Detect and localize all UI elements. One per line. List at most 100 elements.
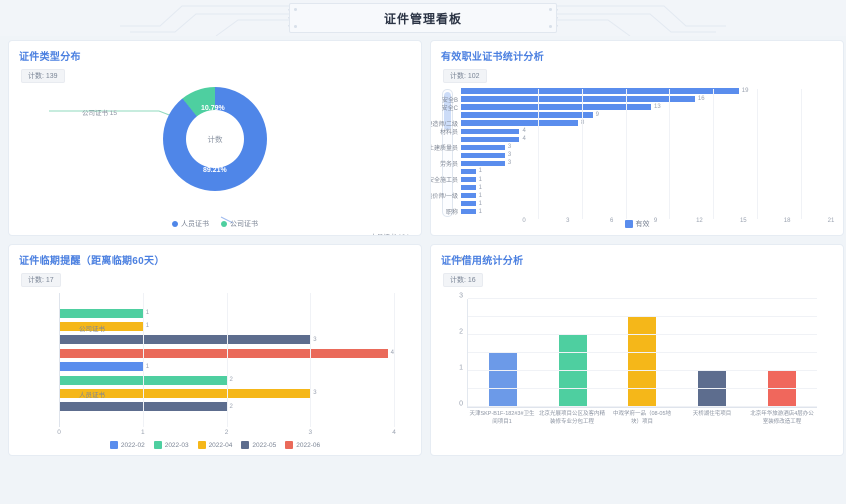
bar-row[interactable]: 9 <box>461 111 831 119</box>
donut-ring[interactable]: 计数 <box>163 87 267 191</box>
bar-segment[interactable] <box>461 192 476 199</box>
panel-grid: 证件类型分布 计数: 139 计数 10.79% 89.21% 公司证书 15 … <box>0 36 846 460</box>
gridline <box>801 89 802 219</box>
bar-row[interactable]: 4 <box>59 347 394 360</box>
bar-row[interactable]: 3 <box>59 387 394 400</box>
bar-segment[interactable] <box>461 112 593 118</box>
bar-category-label: 职称 <box>445 210 458 217</box>
bar-row[interactable]: 劳务员 3 <box>440 159 831 168</box>
bar-value-label: 1 <box>145 323 150 330</box>
title-corner-dot <box>549 8 552 11</box>
count-badge-valid-cert: 计数: 102 <box>443 69 487 83</box>
bar-segment[interactable] <box>59 321 143 331</box>
legend-item-valid[interactable]: 有效 <box>624 219 650 229</box>
bar-row[interactable]: 3 <box>461 151 831 159</box>
bar-group-label: 公司证书 <box>79 325 105 333</box>
bar-column[interactable] <box>468 299 538 407</box>
bar-segment[interactable] <box>461 136 520 143</box>
bar-row[interactable]: 1 <box>461 167 831 175</box>
bar-segment[interactable] <box>488 353 517 407</box>
gridline <box>226 293 228 427</box>
donut-legend: 人员证书 公司证书 <box>9 219 421 229</box>
bar-category-label: 造价师/一级 <box>431 194 458 201</box>
bar-segment[interactable] <box>461 128 520 134</box>
bar-segment[interactable] <box>461 104 652 110</box>
bar-row[interactable]: 施工员/设备安全施工员 1 <box>431 176 831 185</box>
gridline <box>394 293 395 427</box>
bar-column[interactable] <box>608 299 678 407</box>
bar-row[interactable]: 1 <box>461 200 831 208</box>
legend-item-2022-06[interactable]: 2022-06 <box>285 441 320 449</box>
bar-row[interactable]: 材料员 4 <box>440 127 831 136</box>
bar-segment[interactable] <box>461 152 505 159</box>
count-badge-expiry: 计数: 17 <box>21 273 61 287</box>
bar-category-label: 材料员 <box>439 129 458 136</box>
bar-group-label: 人员证书 <box>79 392 105 400</box>
chart-vertical-scrollbar[interactable] <box>442 89 453 217</box>
legend-item-personal-cert[interactable]: 人员证书 <box>172 219 209 229</box>
bar-value-label: 1 <box>145 310 150 317</box>
donut-center-label: 计数 <box>186 110 244 168</box>
bar-segment[interactable] <box>461 144 505 151</box>
scrollbar-thumb[interactable] <box>444 92 451 130</box>
valid-cert-legend: 有效 <box>431 219 843 229</box>
donut-slice-percent-company: 10.79% <box>201 105 225 112</box>
bar-row[interactable]: 质量员/土建质量员 3 <box>431 143 831 152</box>
legend-item-2022-04[interactable]: 2022-04 <box>197 441 232 449</box>
legend-item-2022-03[interactable]: 2022-03 <box>153 441 189 449</box>
gridline <box>537 89 539 219</box>
gridline <box>310 293 312 427</box>
bar-value-label: 1 <box>478 168 482 175</box>
bar-segment[interactable] <box>461 200 476 207</box>
bar-row[interactable]: 1 <box>59 320 394 333</box>
bar-row[interactable]: 1 <box>461 184 831 192</box>
bar-segment[interactable] <box>59 335 311 345</box>
bar-row[interactable]: 安全B 16 <box>442 95 831 104</box>
bar-row[interactable]: 安全C 13 <box>442 103 831 112</box>
bar-segment[interactable] <box>461 96 695 102</box>
gridline: 2 <box>459 329 817 371</box>
bar-segment[interactable] <box>461 176 476 183</box>
bar-row[interactable]: 建造师/二级8 <box>431 119 831 128</box>
bar-segment[interactable] <box>461 160 505 167</box>
bar-value-label: 16 <box>697 96 705 103</box>
legend-item-2022-02[interactable]: 2022-02 <box>109 441 145 449</box>
panel-expiry-reminder: 证件临期提醒（距离临期60天） 计数: 17 公司证书 1 1 3 4 人员证书 1 2 3 2 … <box>8 244 422 456</box>
legend-label: 2022-06 <box>296 441 321 449</box>
axis-tick-label: 0 <box>57 429 61 436</box>
borrow-chart: 0 1 2 3 4 5 6 天津SKP-B1F-182#3#卫生间项目1 北京光展项目公区及客… <box>431 257 843 455</box>
panel-cert-type-distribution: 证件类型分布 计数: 139 计数 10.79% 89.21% 公司证书 15 … <box>8 40 422 236</box>
bar-row[interactable]: 造价师/一级 1 <box>431 192 831 201</box>
bar-segment[interactable] <box>628 317 657 407</box>
dashboard-title-container: 证件管理看板 <box>289 3 557 33</box>
legend-item-2022-05[interactable]: 2022-05 <box>241 441 276 449</box>
bar-row[interactable]: 1 <box>59 306 394 319</box>
bar-row[interactable]: 职称 1 <box>446 208 831 217</box>
bar-segment[interactable] <box>59 362 143 372</box>
axis-tick-label: 3 <box>308 429 313 436</box>
bar-column[interactable] <box>677 299 747 407</box>
bar-segment[interactable] <box>558 335 587 407</box>
bar-row[interactable]: 1 <box>59 360 394 373</box>
legend-item-company-cert[interactable]: 公司证书 <box>221 219 258 229</box>
bar-segment[interactable] <box>461 184 476 191</box>
bar-segment[interactable] <box>59 348 388 358</box>
borrow-plot-area: 0 1 2 3 4 5 6 <box>459 257 817 408</box>
bar-segment[interactable] <box>698 371 727 407</box>
bar-column[interactable] <box>747 299 817 407</box>
bar-segment[interactable] <box>461 168 476 175</box>
bar-row[interactable]: 19 <box>461 87 831 95</box>
axis-category-label: 中戏学府一品（08-05地块）项目 <box>612 411 672 426</box>
bar-category-label: 安全C <box>441 105 458 112</box>
bar-segment[interactable] <box>461 208 476 215</box>
bar-row[interactable]: 4 <box>461 135 831 143</box>
bar-segment[interactable] <box>768 371 797 407</box>
bar-row[interactable]: 3 <box>59 333 394 346</box>
bar-value-label: 1 <box>145 363 150 370</box>
bar-segment[interactable] <box>59 308 143 318</box>
bar-segment[interactable] <box>461 120 578 126</box>
bar-segment[interactable] <box>59 388 311 398</box>
bar-column[interactable] <box>538 299 608 407</box>
bar-segment[interactable] <box>461 88 739 94</box>
